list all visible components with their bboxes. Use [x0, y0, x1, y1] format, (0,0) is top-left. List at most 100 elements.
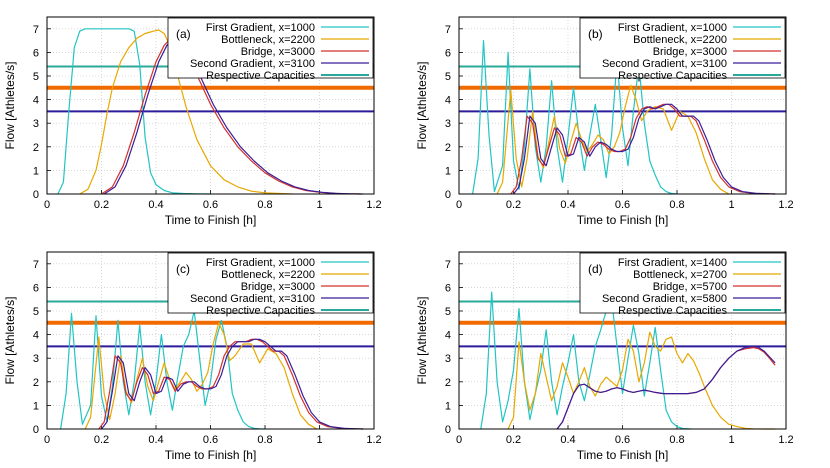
x-tick-label: 0.8 — [669, 434, 684, 446]
panel-label: (c) — [176, 262, 190, 276]
x-tick-label: 0.2 — [506, 434, 521, 446]
y-tick-label: 5 — [445, 71, 451, 83]
legend-box — [167, 17, 374, 79]
y-tick-label: 2 — [445, 377, 451, 389]
x-tick-label: 0.6 — [203, 434, 218, 446]
x-tick-label: 0 — [44, 199, 50, 211]
legend-entry-label: Bridge, x=5700 — [653, 281, 727, 293]
series-line-bridge — [510, 103, 776, 195]
y-tick-label: 4 — [445, 95, 451, 107]
x-tick-label: 0.4 — [148, 199, 163, 211]
legend-entry-label: Respective Capacities — [206, 70, 315, 82]
y-tick-label: 4 — [445, 330, 451, 342]
x-tick-label: 1 — [316, 199, 322, 211]
panel-label: (d) — [588, 262, 603, 276]
series-line-second-gradient — [101, 338, 364, 430]
legend-box — [579, 252, 786, 314]
panel-label: (a) — [176, 27, 191, 41]
y-tick-label: 7 — [445, 24, 451, 36]
x-tick-label: 0 — [456, 199, 462, 211]
legend-entry-label: Bridge, x=3000 — [241, 46, 315, 58]
series-line-second-gradient — [103, 36, 364, 195]
y-axis-label: Flow [Athletes/s] — [415, 61, 429, 149]
y-tick-label: 0 — [445, 424, 451, 436]
y-tick-label: 5 — [33, 71, 39, 83]
x-tick-label: 1.2 — [778, 434, 793, 446]
y-tick-label: 2 — [33, 142, 39, 154]
plot-frame — [458, 16, 787, 195]
y-tick-label: 3 — [33, 353, 39, 365]
chart-panel-4: 0 0.2 0.4 0.6 0.8 1 1.2 0 1 2 3 4 5 6 7 Time to Finish … — [415, 251, 794, 462]
x-tick-label: 0 — [44, 434, 50, 446]
y-tick-label: 1 — [33, 400, 39, 412]
plot-frame — [46, 251, 375, 430]
x-tick-label: 1 — [316, 434, 322, 446]
y-tick-label: 7 — [33, 259, 39, 271]
x-tick-label: 0.2 — [506, 199, 521, 211]
y-tick-label: 7 — [33, 24, 39, 36]
x-axis-label: Time to Finish [h] — [577, 448, 669, 462]
legend-entry-label: Respective Capacities — [618, 70, 727, 82]
y-tick-label: 6 — [445, 282, 451, 294]
x-tick-label: 0.8 — [257, 434, 272, 446]
x-tick-label: 0.4 — [560, 199, 575, 211]
series-line-first-gradient — [57, 28, 211, 195]
legend-entry-label: First Gradient, x=1000 — [206, 22, 315, 34]
chart-panel-1: 0 0.2 0.4 0.6 0.8 1 1.2 0 1 2 3 4 5 6 7 Time to Finish … — [3, 16, 382, 227]
x-axis-label: Time to Finish [h] — [165, 448, 257, 462]
legend-entry-label: Respective Capacities — [206, 305, 315, 317]
legend-entry-label: First Gradient, x=1400 — [618, 257, 727, 269]
y-tick-label: 4 — [33, 330, 39, 342]
x-tick-label: 0.6 — [615, 199, 630, 211]
y-tick-label: 1 — [33, 165, 39, 177]
series-line-bridge — [98, 338, 364, 430]
y-tick-label: 0 — [33, 424, 39, 436]
legend-entry-label: Bottleneck, x=2200 — [221, 269, 315, 281]
y-axis-label: Flow [Athletes/s] — [3, 61, 17, 149]
legend-entry-label: Respective Capacities — [618, 305, 727, 317]
series-line-second-gradient — [513, 103, 776, 195]
y-tick-label: 3 — [33, 118, 39, 130]
y-tick-label: 5 — [33, 306, 39, 318]
x-tick-label: 0.4 — [148, 434, 163, 446]
y-tick-label: 6 — [445, 47, 451, 59]
plot-frame — [458, 251, 787, 430]
legend-entry-label: Bridge, x=3000 — [653, 46, 727, 58]
legend-box — [167, 252, 374, 314]
panel-label: (b) — [588, 27, 603, 41]
x-axis-label: Time to Finish [h] — [165, 213, 257, 227]
x-tick-label: 0.2 — [94, 434, 109, 446]
x-tick-label: 1.2 — [366, 199, 381, 211]
series-line-first-gradient — [60, 310, 266, 430]
x-tick-label: 1.2 — [778, 199, 793, 211]
legend-entry-label: Bottleneck, x=2200 — [221, 34, 315, 46]
y-tick-label: 3 — [445, 353, 451, 365]
y-tick-label: 0 — [445, 189, 451, 201]
series-line-bottleneck — [84, 322, 318, 430]
x-tick-label: 0 — [456, 434, 462, 446]
x-tick-label: 1 — [728, 434, 734, 446]
x-tick-label: 0.8 — [257, 199, 272, 211]
legend-entry-label: Second Gradient, x=5800 — [602, 293, 727, 305]
legend-entry-label: First Gradient, x=1000 — [206, 257, 315, 269]
legend-entry-label: Second Gradient, x=3100 — [602, 58, 727, 70]
legend-entry-label: Bridge, x=3000 — [241, 281, 315, 293]
x-tick-label: 0.6 — [615, 434, 630, 446]
x-tick-label: 0.8 — [669, 199, 684, 211]
legend-entry-label: Bottleneck, x=2700 — [633, 269, 727, 281]
x-tick-label: 0.4 — [560, 434, 575, 446]
y-tick-label: 6 — [33, 47, 39, 59]
y-tick-label: 7 — [445, 259, 451, 271]
y-tick-label: 2 — [445, 142, 451, 154]
series-line-second-gradient — [556, 345, 776, 430]
x-tick-label: 0.2 — [94, 199, 109, 211]
legend-entry-label: Second Gradient, x=3100 — [190, 58, 315, 70]
legend-entry-label: Bottleneck, x=2200 — [633, 34, 727, 46]
series-line-bottleneck — [79, 29, 293, 195]
legend-box — [579, 17, 786, 79]
